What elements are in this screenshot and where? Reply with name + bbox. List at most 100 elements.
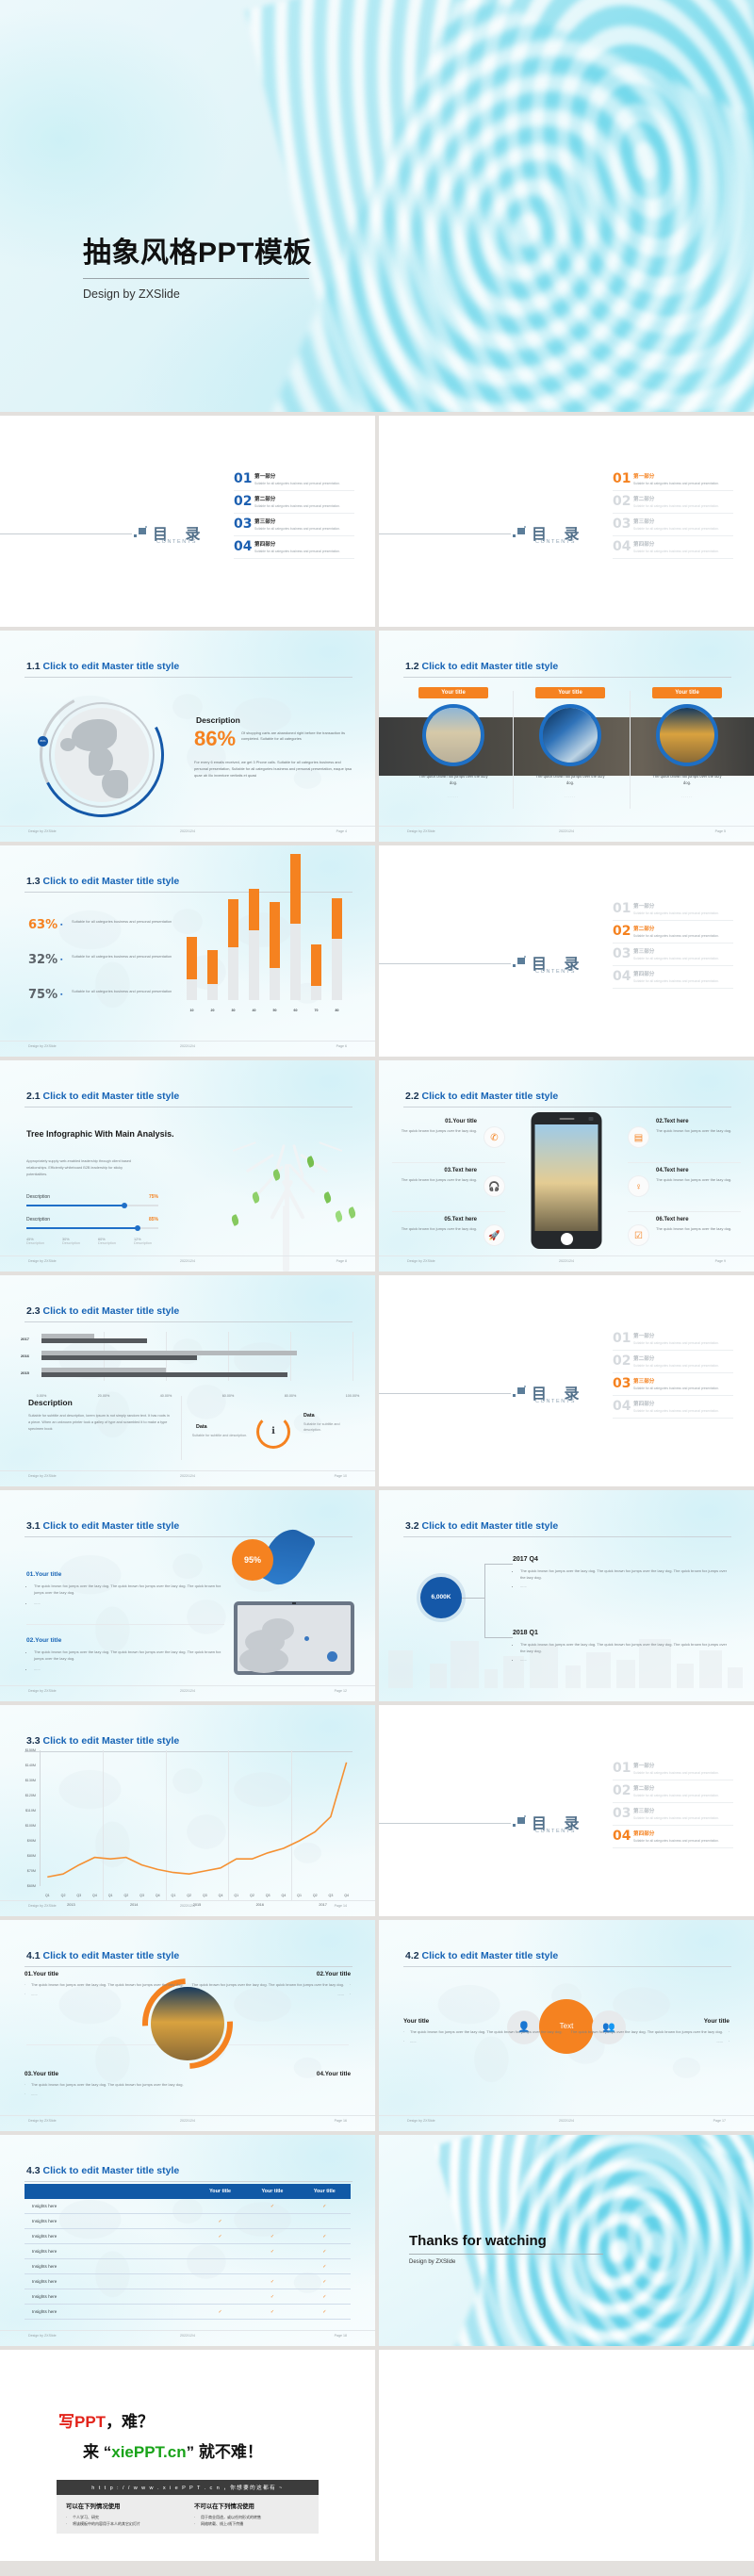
card-title-button[interactable]: Your title [418,687,488,698]
toc-item-1[interactable]: 01 第一部分 Suitable for all categories busine… [613,898,733,921]
toc-item-3[interactable]: 03 第三部分 Suitable for all categories busine… [613,1373,733,1396]
comparison-table: Your title Your title Your title Insights h… [25,2184,351,2320]
toc-list: 01 第一部分 Suitable for all categories busine… [613,898,733,989]
toc-item-2[interactable]: 02 第二部分 Suitable for all categories busine… [613,1351,733,1373]
slide-toc-section-4[interactable]: 目 录 CONTENTS 01 第一部分 Suitable for all cate… [379,1705,754,1916]
toc-item-1[interactable]: 01 第一部分 Suitable for all categories busine… [613,1758,733,1780]
y-tick-label: $100M [25,1824,36,1828]
section-paragraph: Appropriately supply web-enabled leaders… [26,1159,132,1177]
y-tick-label: $130M [25,1779,36,1782]
toc-item-3[interactable]: 03 第三部分 Suitable for all categories busi… [613,514,733,536]
home-button-icon[interactable] [560,1233,573,1245]
toc-item-3[interactable]: 03 第三部分 Suitable for all categories busine… [613,1803,733,1826]
table-row[interactable]: Insights here ✓ [25,2259,351,2274]
toc-desc: Suitable for all categories business and… [633,550,719,553]
toc-item-4[interactable]: 04 第四部分 Suitable for all categories busi… [234,536,354,559]
toc-item-4[interactable]: 04 第四部分 Suitable for all categories busine… [613,966,733,989]
slide-3-2-timeline[interactable]: 3.2 Click to edit Master title style 6,0… [379,1490,754,1701]
stat-row: 32% ▪ Suitable for all categories business… [28,953,172,967]
toc-item-1[interactable]: 01 第一部分 Suitable for all categories busi… [613,468,733,491]
year-separator [102,1750,104,1901]
toc-desc: Suitable for all categories business and… [633,504,719,508]
table-cell [194,2244,246,2258]
table-row[interactable]: Insights here ✓ ✓ ✓ [25,2229,351,2244]
slide-1-2-image-cards[interactable]: 1.2 Click to edit Master title style You… [379,631,754,842]
bar-dark [41,1338,148,1343]
thanks-divider [409,2254,603,2255]
table-cell: ✓ [299,2244,351,2258]
circular-image [123,1960,252,2088]
toc-label: 第三部分 [633,519,655,525]
toc-item-2[interactable]: 02 第二部分 Suitable for all categories busi… [234,491,354,514]
toc-item-3[interactable]: 03 第三部分 Suitable for all categories busi… [234,514,354,536]
toc-heading-en: CONTENTS [535,969,577,975]
toc-item-2[interactable]: 02 第二部分 Suitable for all categories busine… [613,921,733,943]
building-shape [639,1639,671,1688]
bar-light [41,1334,95,1338]
toc-index: 02 [234,494,253,509]
x-tick-label: Q3 [76,1894,82,1897]
slide-4-1-quadrant[interactable]: 4.1 Click to edit Master title style 01.… [0,1920,375,2131]
toc-item-1[interactable]: 01 第一部分 Suitable for all categories busi… [234,468,354,491]
slide-title: 4.2 Click to edit Master title style [405,1950,559,1961]
image-card-2[interactable]: Your title The quick brown fox jumps ove… [515,687,626,798]
promo-line-1: 写PPT，难？ [58,2413,155,2431]
toc-item-4[interactable]: 04 第四部分 Suitable for all categories busine… [613,1396,733,1419]
table-row[interactable]: Insights here ✓ [25,2214,351,2229]
slide-3-1-rocket[interactable]: 3.1 Click to edit Master title style 95%… [0,1490,375,1701]
toc-list: 01 第一部分 Suitable for all categories busi… [613,468,733,559]
feature-item-2[interactable]: ▤ 02.Text here The quick brown fox jumps o… [628,1119,741,1148]
card-title-button[interactable]: Your title [652,687,722,698]
table-row[interactable]: Insights here ✓ ✓ [25,2199,351,2214]
toc-item-1[interactable]: 01 第一部分 Suitable for all categories busine… [613,1328,733,1351]
slide-1-1-globe[interactable]: 1.1 Click to edit Master title style 86%… [0,631,375,842]
slide-2-2-phone-features[interactable]: 2.2 Click to edit Master title style ✆ 01… [379,1060,754,1272]
table-row[interactable]: Insights here ✓ ✓ [25,2244,351,2259]
bullet-icon: ▪ [60,957,63,963]
table-row[interactable]: Insights here ✓ ✓ ✓ [25,2305,351,2320]
toc-item-4[interactable]: 04 第四部分 Suitable for all categories busine… [613,1826,733,1848]
toc-item-3[interactable]: 03 第三部分 Suitable for all categories busine… [613,943,733,966]
building-shape [616,1660,635,1688]
table-row[interactable]: Insights here ✓ ✓ [25,2289,351,2305]
year-label: 2015 [192,1903,202,1907]
thanks-subtitle: Design by ZXSlide [409,2259,456,2265]
toc-item-2[interactable]: 02 第二部分 Suitable for all categories busine… [613,1780,733,1803]
data-label-right: Data [303,1413,315,1419]
slide-4-2-center-circles[interactable]: 4.2 Click to edit Master title style 👤 T… [379,1920,754,2131]
toc-item-4[interactable]: 04 第四部分 Suitable for all categories busi… [613,536,733,559]
feature-item-4[interactable]: ♀ 04.Text here The quick brown fox jumps o… [628,1168,741,1197]
slide-2-1-tree-infographic[interactable]: 2.1 Click to edit Master title style Tre… [0,1060,375,1272]
slide-thanks[interactable]: Thanks for watching Design by ZXSlide [379,2135,754,2346]
check-icon: ✓ [270,2308,275,2315]
year-separator [165,1750,167,1901]
year-label: 2016 [255,1903,265,1907]
feature-item-1[interactable]: ✆ 01.Your title The quick brown fox jumps … [392,1119,505,1148]
slide-2-3-horizontal-bar-chart[interactable]: 2.3 Click to edit Master title style 0.0… [0,1275,375,1486]
slide-toc-section-3[interactable]: 目 录 CONTENTS 01 第一部分 Suitable for all cate… [379,1275,754,1486]
x-tick-label: Q2 [312,1894,318,1897]
table-row[interactable]: Insights here ✓ ✓ [25,2274,351,2289]
toc-item-2[interactable]: 02 第二部分 Suitable for all categories busi… [613,491,733,514]
slide-toc-default[interactable]: 目 录 CONTENTS 01 第一部分 Suitable for all ca… [0,416,375,627]
feature-item-6[interactable]: ☑ 06.Text here The quick brown fox jumps o… [628,1217,741,1246]
slide-1-3-bar-chart[interactable]: 1.3 Click to edit Master title style 63%… [0,845,375,1057]
feature-item-5[interactable]: 🚀 05.Text here The quick brown fox jumps o… [392,1217,505,1246]
camera-icon [588,1117,594,1121]
quadrant-2: 02.Your title The quick brown fox jumps … [190,1971,351,2001]
progress-bar-1[interactable]: Description 75% [26,1194,158,1208]
table-cell: ✓ [299,2229,351,2243]
slide-toc-section-1[interactable]: 目 录 CONTENTS 01 第一部分 Suitable for all ca… [379,416,754,627]
progress-bar-2[interactable]: Description 85% [26,1217,158,1231]
card-title-button[interactable]: Your title [535,687,605,698]
check-icon: ✓ [270,2278,275,2285]
feature-item-3[interactable]: 🎧 03.Text here The quick brown fox jumps o… [392,1168,505,1197]
image-card-1[interactable]: Your title The quick brown fox jumps ove… [398,687,509,798]
slide-toc-section-2[interactable]: 目 录 CONTENTS 01 第一部分 Suitable for all cate… [379,845,754,1057]
x-tick-label: 0.00% [36,1394,47,1398]
slide-3-3-line-chart[interactable]: 3.3 Click to edit Master title style $60… [0,1705,375,1916]
image-card-3[interactable]: Your title The quick brown fox jumps ove… [631,687,743,798]
slide-4-3-table[interactable]: 4.3 Click to edit Master title style You… [0,2135,375,2346]
bar-light [41,1368,166,1372]
check-icon: ✓ [218,2233,222,2240]
